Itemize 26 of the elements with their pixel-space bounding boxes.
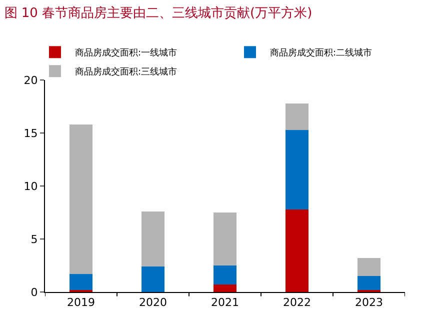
legend-label: 商品房成交面积:二线城市 (270, 48, 372, 59)
y-tick-label: 10 (24, 180, 38, 193)
x-tick-label: 2022 (283, 296, 311, 310)
bar (213, 266, 237, 285)
y-tick-label: 20 (24, 74, 38, 87)
x-tick-label: 2021 (211, 296, 239, 310)
chart-title: 图 10 春节商品房主要由二、三线城市贡献(万平方米) (4, 5, 312, 22)
y-tick-label: 5 (30, 232, 38, 246)
y-tick-label: 15 (24, 126, 38, 140)
bar (141, 211, 165, 267)
x-tick-label: 2019 (67, 296, 95, 310)
x-tick-label: 2020 (139, 296, 167, 310)
legend-label: 商品房成交面积:一线城市 (75, 48, 178, 59)
bar (213, 212, 237, 266)
bar (69, 124, 93, 274)
bar (357, 258, 381, 276)
bar (141, 266, 165, 292)
bar (285, 130, 309, 210)
bar (285, 103, 309, 130)
legend-label: 商品房成交面积:三线城市 (75, 66, 178, 78)
bar (285, 209, 309, 292)
bar (357, 276, 381, 290)
bar (213, 284, 237, 292)
bar (69, 274, 93, 290)
y-tick-label: 0 (30, 286, 38, 299)
x-tick-label: 2023 (355, 296, 383, 310)
